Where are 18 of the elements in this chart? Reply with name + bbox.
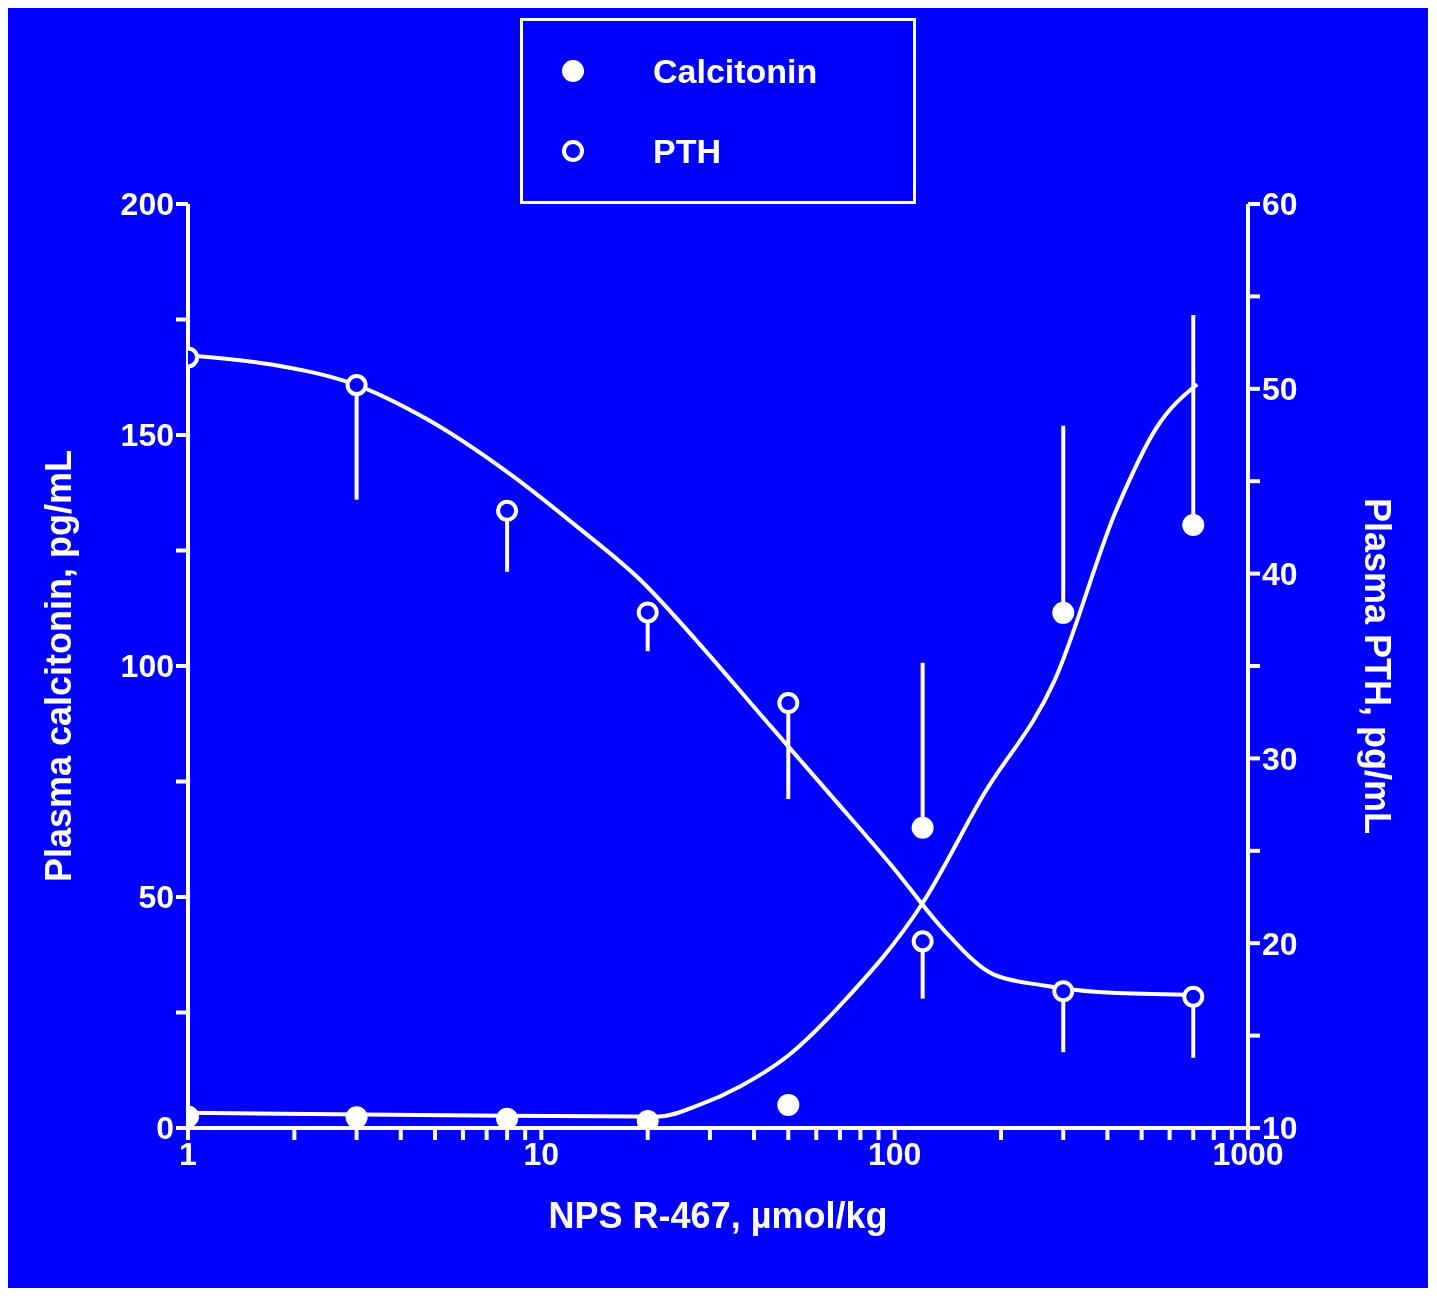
y2-axis-title: Plasma PTH, pg/mL xyxy=(1357,497,1399,835)
x-tick-label: 10 xyxy=(523,1135,560,1172)
x-axis-title: NPS R-467, µmol/kg xyxy=(548,1195,888,1236)
y-tick-label: 200 xyxy=(120,186,174,223)
y-tick-label: 0 xyxy=(156,1110,174,1147)
y-axis-title: Plasma calcitonin, pg/mL xyxy=(37,449,79,883)
x-tick-label: 100 xyxy=(867,1135,922,1172)
x-tick-label: 1 xyxy=(179,1135,197,1172)
y2-tick-label: 40 xyxy=(1262,555,1298,592)
y-tick-label: 150 xyxy=(120,417,174,454)
y2-tick-label: 30 xyxy=(1262,740,1298,777)
y2-tick-label: 50 xyxy=(1262,371,1298,408)
legend-label: Calcitonin xyxy=(653,51,818,91)
y-tick-label: 100 xyxy=(120,648,174,685)
legend-label: PTH xyxy=(653,131,721,171)
y2-tick-label: 60 xyxy=(1262,186,1298,223)
y2-tick-label: 20 xyxy=(1262,925,1298,962)
y-tick-label: 50 xyxy=(138,879,174,916)
